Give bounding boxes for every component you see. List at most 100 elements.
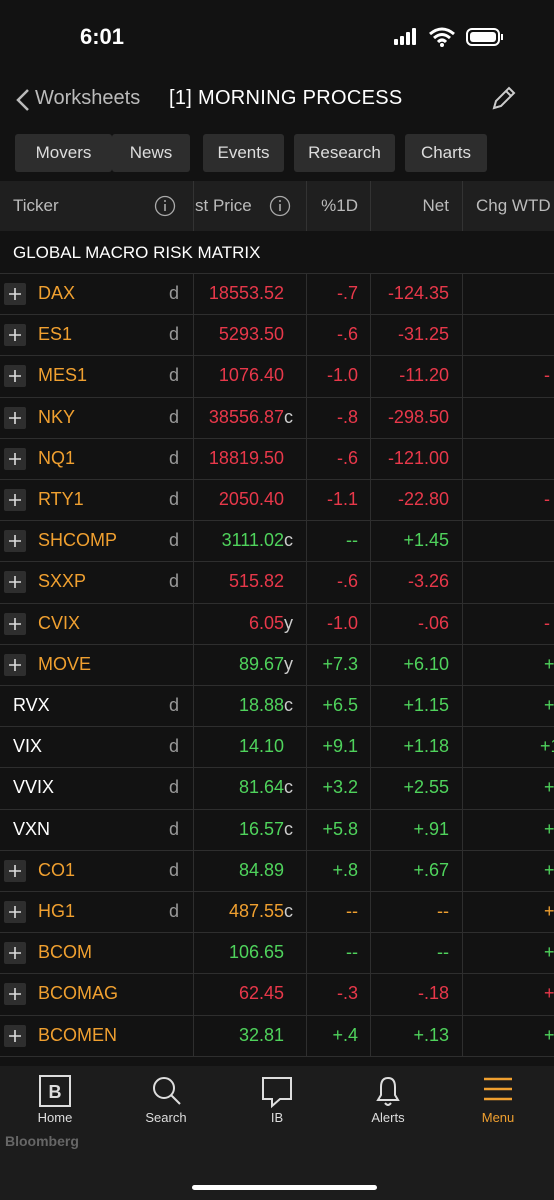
nav-item[interactable]: Menu bbox=[481, 1110, 515, 1125]
pct-change: +.8 bbox=[332, 859, 358, 880]
price: 5293.50 bbox=[218, 324, 284, 345]
column-divider bbox=[462, 643, 463, 685]
column-divider bbox=[370, 973, 371, 1015]
ticker[interactable]: VIX bbox=[13, 736, 43, 757]
column-header: Chg WTD bbox=[476, 196, 551, 215]
expand-button[interactable] bbox=[4, 571, 26, 594]
expand-button[interactable] bbox=[4, 653, 26, 676]
expand-button[interactable] bbox=[4, 983, 26, 1006]
expand-button[interactable] bbox=[4, 859, 26, 882]
row-divider bbox=[0, 973, 554, 975]
column-divider bbox=[370, 314, 371, 356]
nav-item[interactable]: Search bbox=[145, 1110, 187, 1125]
expand-button[interactable] bbox=[4, 530, 26, 553]
row-divider bbox=[0, 726, 554, 728]
wtd-change: + bbox=[544, 695, 554, 715]
ticker[interactable]: SXXP bbox=[38, 571, 87, 592]
column-divider bbox=[370, 891, 371, 933]
ticker[interactable]: RTY1 bbox=[38, 489, 84, 509]
row-divider bbox=[0, 561, 554, 563]
ticker[interactable]: MOVE bbox=[38, 653, 92, 674]
tab-button[interactable]: Charts bbox=[405, 134, 487, 172]
tab-button[interactable]: Events bbox=[203, 134, 284, 172]
tab-button[interactable]: News bbox=[112, 134, 190, 172]
ticker[interactable]: CVIX bbox=[38, 612, 81, 633]
net-change: +2.55 bbox=[403, 777, 449, 798]
ticker[interactable]: MES1 bbox=[38, 365, 88, 386]
column-divider bbox=[193, 561, 194, 603]
pct-change: -.6 bbox=[336, 324, 358, 345]
ticker[interactable]: CO1 bbox=[38, 859, 76, 880]
column-divider bbox=[306, 561, 307, 603]
expand-button[interactable] bbox=[4, 489, 26, 511]
expand-button[interactable] bbox=[4, 283, 26, 305]
column-divider bbox=[306, 932, 307, 974]
ticker[interactable]: VXN bbox=[13, 818, 51, 839]
row-divider bbox=[0, 891, 554, 892]
flag: d bbox=[169, 283, 180, 303]
tab-button[interactable]: Movers bbox=[15, 134, 112, 172]
expand-button[interactable] bbox=[4, 1024, 26, 1047]
column-divider bbox=[462, 685, 463, 727]
pct-change: +7.3 bbox=[322, 653, 358, 674]
expand-button[interactable] bbox=[4, 365, 26, 388]
flag: d bbox=[169, 571, 180, 592]
flag: d bbox=[169, 324, 180, 345]
column-divider bbox=[306, 685, 307, 727]
column-divider bbox=[193, 602, 194, 644]
nav-item[interactable]: Home bbox=[37, 1110, 73, 1125]
flag: d bbox=[169, 901, 180, 921]
ticker[interactable]: NKY bbox=[38, 406, 76, 427]
info-icon[interactable] bbox=[269, 195, 291, 217]
net-change: -.18 bbox=[417, 983, 449, 1004]
column-divider bbox=[370, 520, 371, 562]
back-button[interactable]: Worksheets bbox=[35, 87, 141, 109]
brand: Bloomberg bbox=[5, 1133, 79, 1149]
column-divider bbox=[306, 602, 307, 644]
info-icon[interactable] bbox=[154, 195, 176, 217]
ticker[interactable]: DAX bbox=[38, 283, 76, 303]
expand-button[interactable] bbox=[4, 612, 26, 635]
pct-change: +6.5 bbox=[322, 695, 358, 715]
nav-item[interactable]: Alerts bbox=[371, 1110, 405, 1125]
column-divider bbox=[462, 396, 463, 438]
row-divider bbox=[0, 808, 554, 810]
row-divider bbox=[0, 849, 554, 851]
expand-button[interactable] bbox=[4, 406, 26, 429]
nav-item[interactable]: IB bbox=[270, 1110, 284, 1125]
column-divider bbox=[306, 396, 307, 438]
flag: d bbox=[169, 365, 180, 386]
ticker[interactable]: VVIX bbox=[13, 777, 55, 798]
ticker[interactable]: ES1 bbox=[38, 324, 73, 345]
flag: d bbox=[169, 695, 180, 715]
price: 3111.02 bbox=[221, 530, 284, 551]
column-divider bbox=[306, 973, 307, 1015]
column-divider bbox=[193, 973, 194, 1015]
expand-button[interactable] bbox=[4, 324, 26, 347]
column-header: %1D bbox=[321, 196, 358, 215]
ticker[interactable]: RVX bbox=[13, 695, 50, 715]
column-divider bbox=[462, 479, 463, 521]
tab-button[interactable]: Research bbox=[294, 134, 395, 172]
ticker[interactable]: BCOM bbox=[38, 942, 92, 963]
column-divider bbox=[306, 273, 307, 315]
expand-button[interactable] bbox=[4, 447, 26, 470]
ticker[interactable]: BCOMEN bbox=[38, 1024, 118, 1045]
ticker[interactable]: BCOMAG bbox=[38, 983, 119, 1004]
column-divider bbox=[370, 181, 371, 231]
column-divider bbox=[193, 437, 194, 479]
wtd-change: + bbox=[544, 1024, 554, 1045]
ticker[interactable]: NQ1 bbox=[38, 447, 76, 468]
flag: d bbox=[169, 406, 180, 427]
net-change: +1.45 bbox=[403, 530, 449, 551]
price: 106.65 bbox=[228, 942, 284, 963]
back-icon[interactable] bbox=[14, 88, 34, 112]
expand-button[interactable] bbox=[4, 942, 26, 965]
column-divider bbox=[370, 767, 371, 809]
expand-button[interactable] bbox=[4, 901, 26, 923]
edit-icon[interactable] bbox=[490, 86, 516, 112]
nav-bar bbox=[0, 1066, 554, 1200]
ticker[interactable]: HG1 bbox=[38, 901, 76, 921]
column-divider bbox=[193, 932, 194, 974]
ticker[interactable]: SHCOMP bbox=[38, 530, 118, 551]
